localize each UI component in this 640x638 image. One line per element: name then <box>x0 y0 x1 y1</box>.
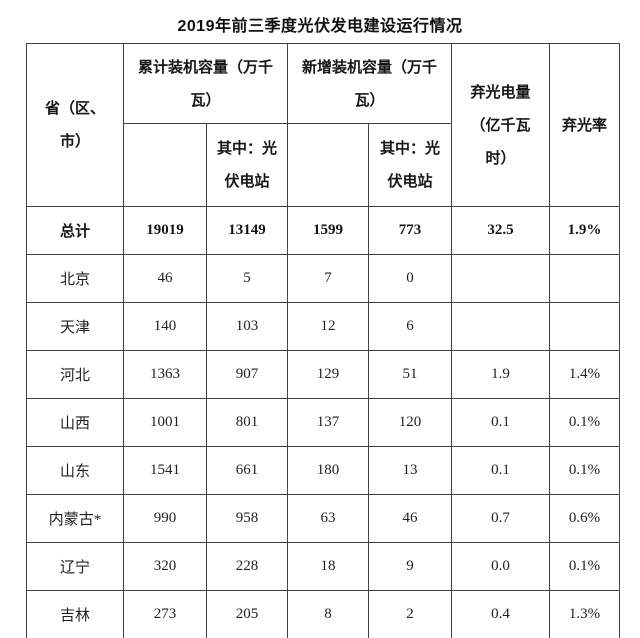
cell-curtailed: 1.9 <box>451 350 550 399</box>
header-new-pv-station-label: 其中：光伏电站 <box>379 140 440 190</box>
table-row-beijing: 北京 46 5 7 0 <box>26 254 620 303</box>
header-cumulative-pv-station: 其中：光伏电站 <box>206 123 288 207</box>
cell-cumulative-pv: 801 <box>206 398 288 447</box>
table-row-tianjin: 天津 140 103 12 6 <box>26 302 620 351</box>
cell-province: 河北 <box>26 350 124 399</box>
cell-rate: 0.1% <box>549 446 620 495</box>
cell-new-pv: 51 <box>368 350 452 399</box>
cell-cumulative: 273 <box>123 590 207 638</box>
cell-curtailed: 0.7 <box>451 494 550 543</box>
cell-curtailed: 0.4 <box>451 590 550 638</box>
cell-new: 63 <box>287 494 369 543</box>
solar-capacity-table: 省（区、市） 累计装机容量（万千瓦） 新增装机容量（万千瓦） 弃光电量（亿千瓦时… <box>26 43 620 638</box>
cell-new-pv: 2 <box>368 590 452 638</box>
table-row-jilin: 吉林 273 205 8 2 0.4 1.3% <box>26 590 620 638</box>
cell-cumulative: 140 <box>123 302 207 351</box>
header-cumulative-capacity: 累计装机容量（万千瓦） <box>123 43 288 124</box>
cell-cumulative: 1363 <box>123 350 207 399</box>
cell-cumulative: 1541 <box>123 446 207 495</box>
cell-cumulative-pv: 907 <box>206 350 288 399</box>
cell-new: 1599 <box>287 206 369 255</box>
cell-province: 北京 <box>26 254 124 303</box>
cell-province: 山东 <box>26 446 124 495</box>
cell-new: 7 <box>287 254 369 303</box>
table-row-shanxi: 山西 1001 801 137 120 0.1 0.1% <box>26 398 620 447</box>
header-province: 省（区、市） <box>26 43 124 207</box>
header-row-groups: 省（区、市） 累计装机容量（万千瓦） 新增装机容量（万千瓦） 弃光电量（亿千瓦时… <box>26 43 620 207</box>
cell-rate <box>549 302 620 351</box>
cell-curtailed: 32.5 <box>451 206 550 255</box>
cell-cumulative-pv: 205 <box>206 590 288 638</box>
table-row-inner-mongolia: 内蒙古* 990 958 63 46 0.7 0.6% <box>26 494 620 543</box>
cell-cumulative-pv: 103 <box>206 302 288 351</box>
cell-new: 12 <box>287 302 369 351</box>
cell-new: 8 <box>287 590 369 638</box>
cell-cumulative-pv: 228 <box>206 542 288 591</box>
cell-cumulative-pv: 13149 <box>206 206 288 255</box>
cell-curtailed: 0.1 <box>451 446 550 495</box>
cell-new: 180 <box>287 446 369 495</box>
header-cumulative-pv-station-label: 其中：光伏电站 <box>216 140 277 190</box>
cell-new-pv: 0 <box>368 254 452 303</box>
table-row-hebei: 河北 1363 907 129 51 1.9 1.4% <box>26 350 620 399</box>
header-cumulative-spacer <box>123 123 207 207</box>
cell-new-pv: 773 <box>368 206 452 255</box>
cell-curtailed <box>451 254 550 303</box>
cell-new-pv: 13 <box>368 446 452 495</box>
cell-new-pv: 120 <box>368 398 452 447</box>
cell-province: 山西 <box>26 398 124 447</box>
table-row-total: 总计 19019 13149 1599 773 32.5 1.9% <box>26 206 620 255</box>
cell-cumulative: 46 <box>123 254 207 303</box>
cell-cumulative: 320 <box>123 542 207 591</box>
header-curtailed-energy: 弃光电量（亿千瓦时） <box>451 43 550 207</box>
table-row-liaoning: 辽宁 320 228 18 9 0.0 0.1% <box>26 542 620 591</box>
cell-province: 辽宁 <box>26 542 124 591</box>
cell-cumulative: 19019 <box>123 206 207 255</box>
header-new-capacity: 新增装机容量（万千瓦） <box>287 43 452 124</box>
cell-province: 总计 <box>26 206 124 255</box>
cell-rate: 1.4% <box>549 350 620 399</box>
cell-new: 18 <box>287 542 369 591</box>
table-row-shandong: 山东 1541 661 180 13 0.1 0.1% <box>26 446 620 495</box>
cell-new-pv: 6 <box>368 302 452 351</box>
header-new-capacity-label: 新增装机容量（万千瓦） <box>301 58 437 109</box>
cell-rate: 0.1% <box>549 398 620 447</box>
cell-curtailed <box>451 302 550 351</box>
cell-province: 内蒙古* <box>26 494 124 543</box>
cell-curtailed: 0.0 <box>451 542 550 591</box>
cell-cumulative-pv: 661 <box>206 446 288 495</box>
header-province-label: 省（区、市） <box>44 100 105 150</box>
cell-rate <box>549 254 620 303</box>
cell-rate: 1.3% <box>549 590 620 638</box>
cell-cumulative-pv: 5 <box>206 254 288 303</box>
cell-curtailed: 0.1 <box>451 398 550 447</box>
cell-province: 天津 <box>26 302 124 351</box>
cell-cumulative-pv: 958 <box>206 494 288 543</box>
header-cumulative-capacity-label: 累计装机容量（万千瓦） <box>137 58 273 109</box>
header-curtailed-energy-label: 弃光电量（亿千瓦时） <box>470 83 531 167</box>
cell-rate: 0.1% <box>549 542 620 591</box>
cell-cumulative: 1001 <box>123 398 207 447</box>
cell-rate: 0.6% <box>549 494 620 543</box>
header-curtailment-rate: 弃光率 <box>549 43 620 207</box>
cell-cumulative: 990 <box>123 494 207 543</box>
page-title: 2019年前三季度光伏发电建设运行情况 <box>177 18 463 35</box>
header-new-pv-station: 其中：光伏电站 <box>368 123 452 207</box>
cell-new: 129 <box>287 350 369 399</box>
header-new-spacer <box>287 123 369 207</box>
cell-new: 137 <box>287 398 369 447</box>
cell-new-pv: 46 <box>368 494 452 543</box>
cell-province: 吉林 <box>26 590 124 638</box>
header-curtailment-rate-label: 弃光率 <box>561 116 607 134</box>
cell-rate: 1.9% <box>549 206 620 255</box>
cell-new-pv: 9 <box>368 542 452 591</box>
